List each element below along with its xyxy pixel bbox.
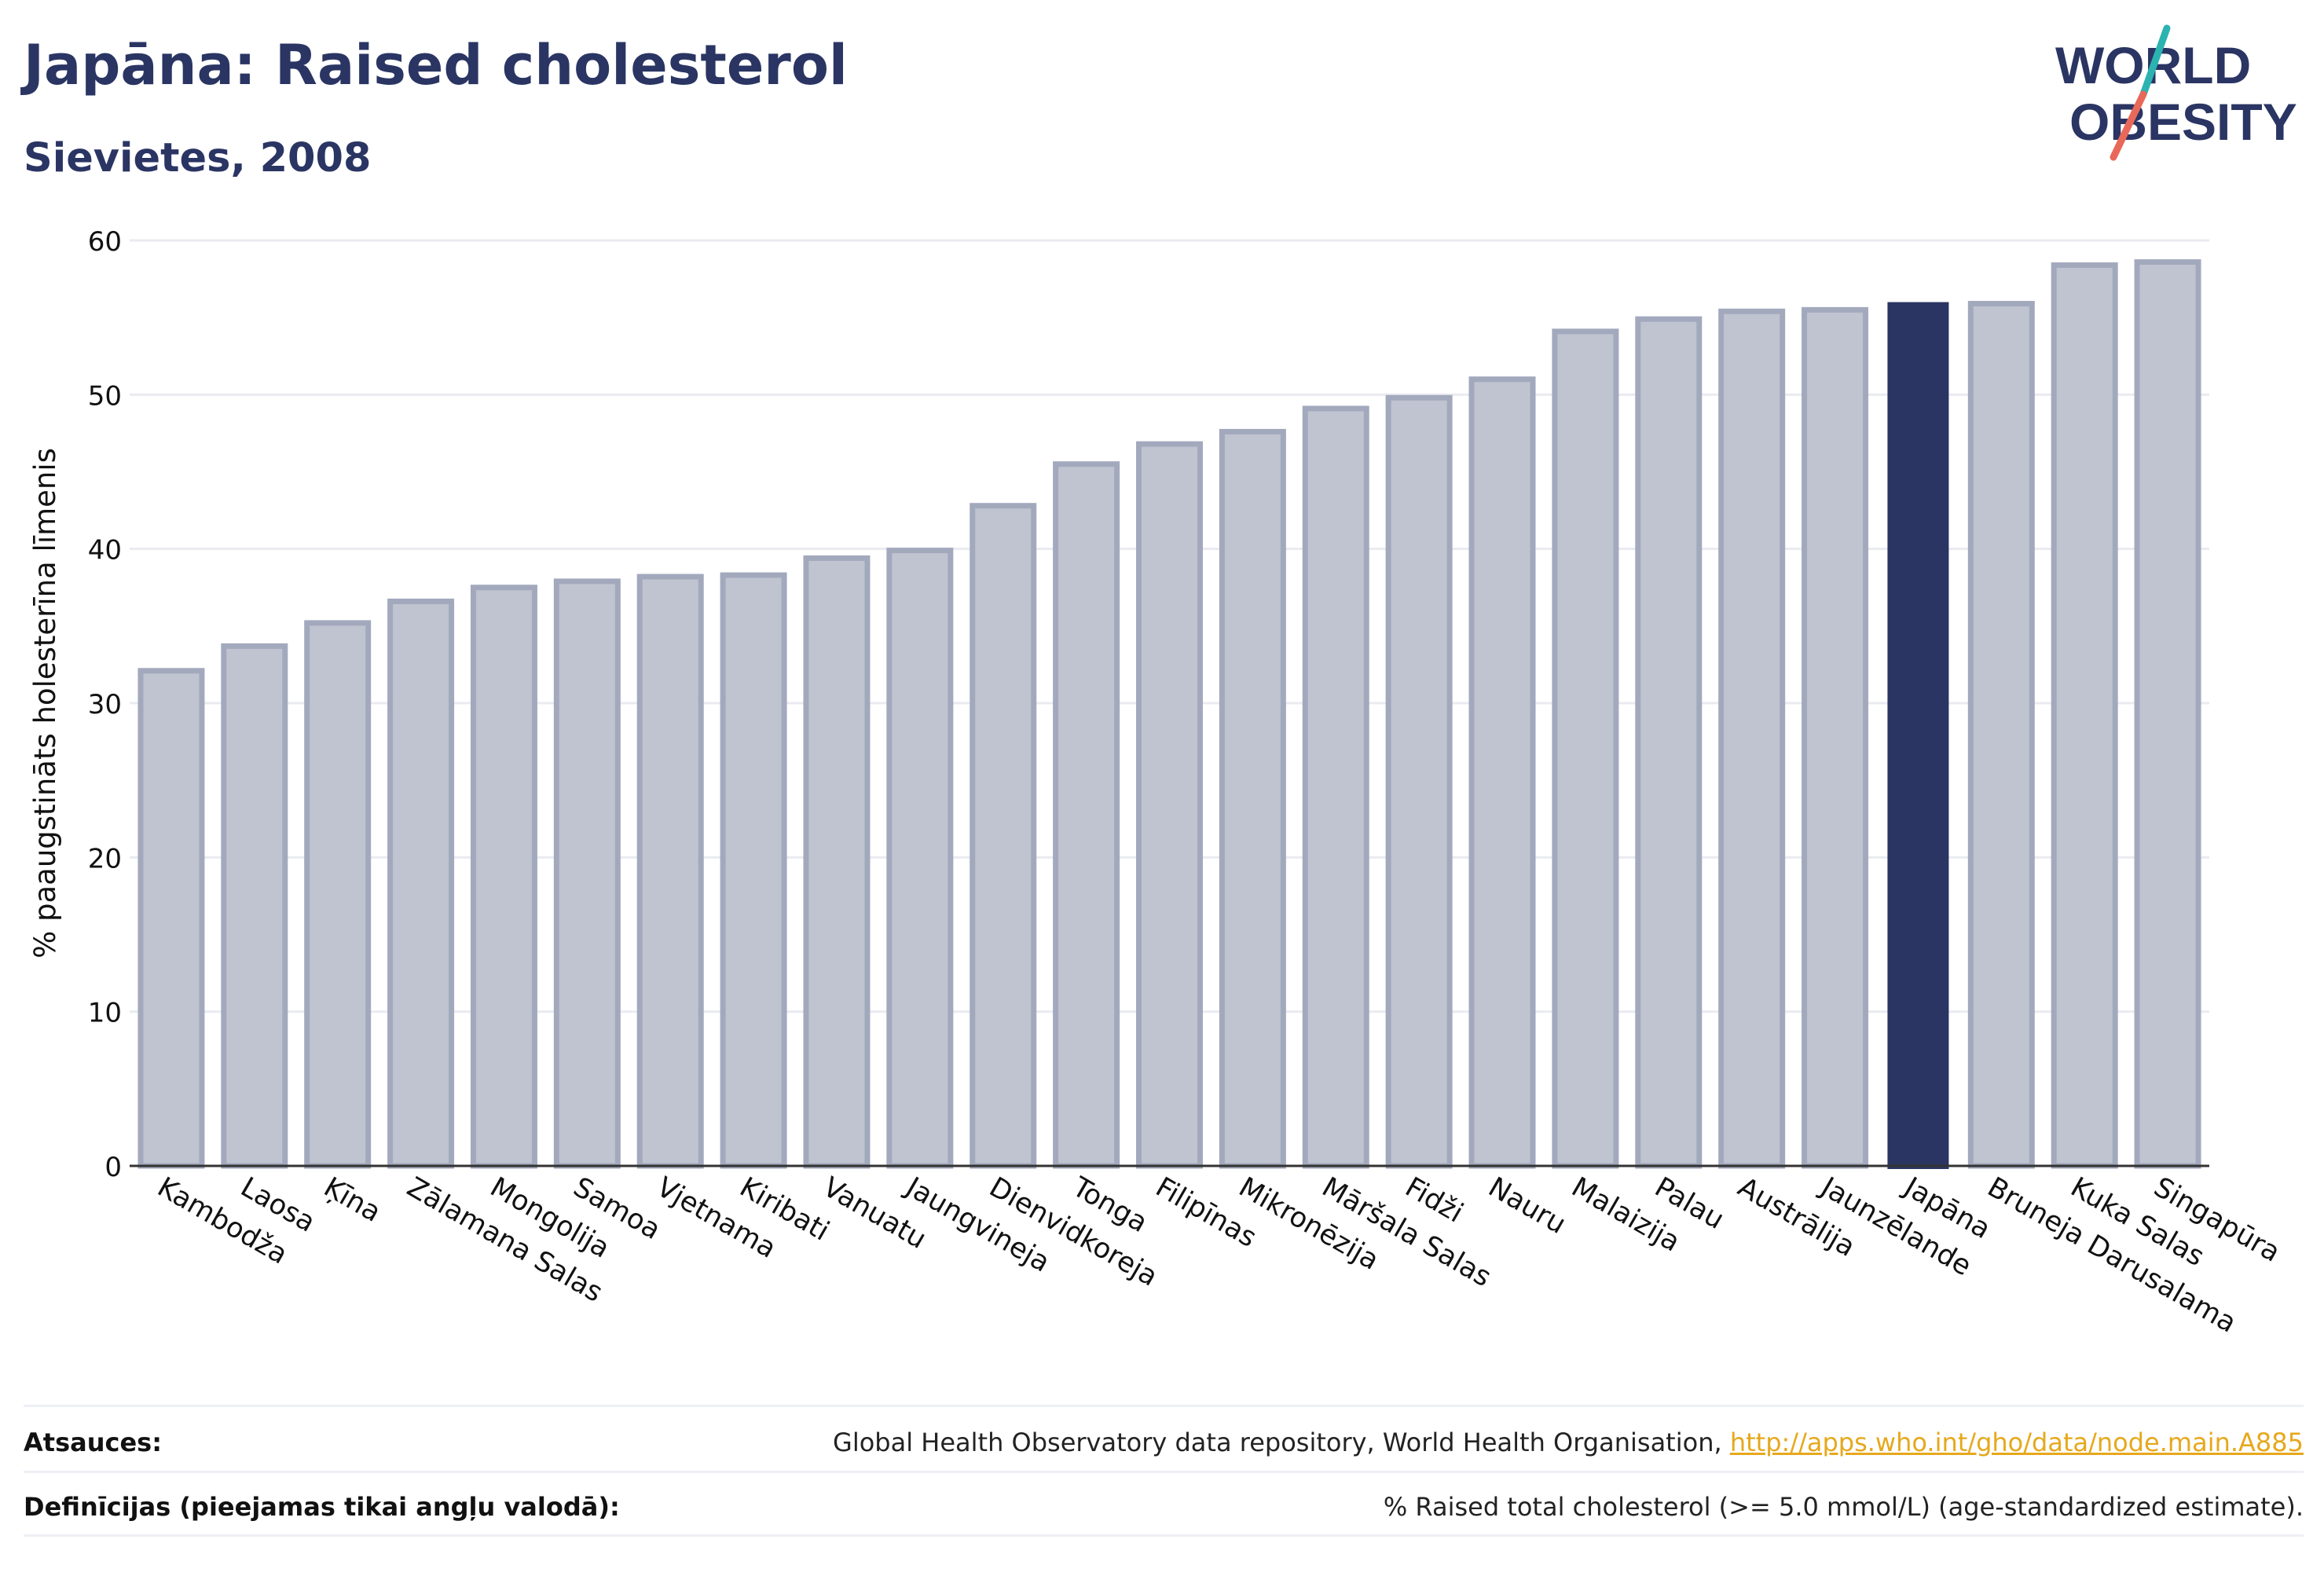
y-tick-label: 60 [88,226,122,258]
y-tick-label: 20 [88,843,122,874]
y-tick-label: 0 [104,1152,122,1183]
x-tick-label: Ķīna [318,1171,386,1229]
bar-Kiribati [720,572,787,1169]
definitions-label: Definīcijas (pieejamas tikai angļu valod… [24,1492,620,1522]
bar-Kuka Salas [2051,262,2118,1169]
bar-Mongolija [470,585,537,1169]
definitions-value: % Raised total cholesterol (>= 5.0 mmol/… [1383,1492,2304,1522]
bar-Jaunzēlande [1802,306,1869,1169]
bar-Singapūra [2134,258,2201,1169]
footer-sources-row: Atsauces: Global Health Observatory data… [24,1411,2304,1474]
footer-separator-top [24,1405,2304,1407]
bar-Laosa [221,643,288,1169]
y-tick-label: 40 [88,535,122,566]
bar-Zālamana Salas [387,598,455,1169]
logo-slash-teal [2139,24,2171,98]
bar-Filipīnas [1136,441,1203,1169]
bar-Palau [1635,316,1703,1169]
world-obesity-logo: WORLD OBESITY [2055,24,2297,161]
bar-Māršala Salas [1302,405,1369,1169]
sources-link[interactable]: http://apps.who.int/gho/data/node.main.A… [1729,1428,2304,1457]
bar-Samoa [553,578,621,1169]
bar-Mikronēzija [1219,428,1286,1169]
bar-Nauru [1468,376,1536,1169]
bar-Bruneja Darusalama [1967,300,2035,1169]
bar-Jaungvineja [886,548,954,1169]
sources-label: Atsauces: [24,1428,162,1457]
sources-value: Global Health Observatory data repositor… [833,1428,2304,1457]
y-tick-label: 10 [88,998,122,1029]
bar-Malaizija [1552,328,1619,1169]
bar-Tonga [1053,461,1120,1169]
y-axis-label: % paaugstināts holesterīna līmenis [28,448,62,958]
x-tick-label: Nauru [1483,1171,1571,1241]
sources-text: Global Health Observatory data repositor… [833,1428,1730,1457]
footer-definitions-row: Definīcijas (pieejamas tikai angļu valod… [24,1475,2304,1538]
bar-Kambodža [137,668,205,1169]
footer-separator-bottom [24,1534,2304,1537]
logo-slash-coral [2110,90,2147,161]
bar-Vjetnama [636,574,704,1169]
y-tick-labels: 0 10 20 30 40 50 60 [88,226,122,1183]
bar-Fidži [1385,394,1453,1169]
chart-title: Japāna: Raised cholesterol [24,33,848,97]
y-tick-label: 50 [88,380,122,412]
y-tick-label: 30 [88,689,122,720]
bar-Japāna [1887,302,1949,1169]
chart-subtitle: Sievietes, 2008 [24,135,372,181]
logo-word-obesity: OBESITY [2069,93,2297,151]
bars [137,258,2201,1169]
bar-Ķīna [304,620,372,1169]
bar-Dienvidkoreja [970,503,1037,1169]
footer-separator-mid [24,1471,2304,1473]
bar-Vanuatu [803,555,871,1169]
bar-Austrālija [1718,308,1786,1169]
